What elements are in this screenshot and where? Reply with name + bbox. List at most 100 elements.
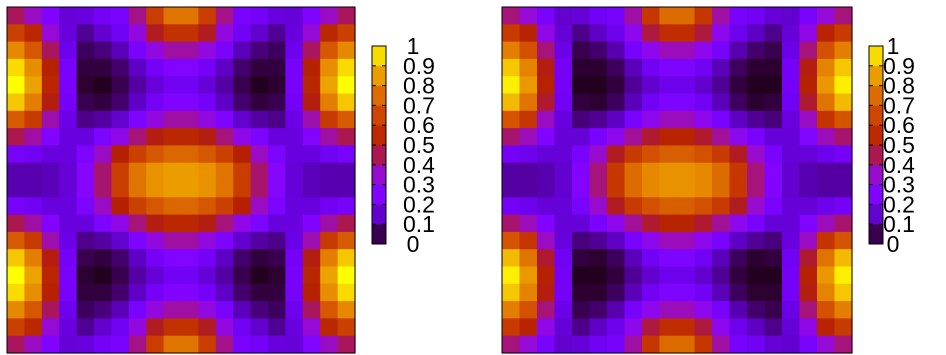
heatmap-cell [7, 214, 25, 233]
heatmap-cell [181, 197, 199, 216]
colorbar-swatch [869, 184, 883, 205]
heatmap-cell [607, 197, 626, 216]
colorbar: 00.10.20.30.40.50.60.70.80.91 [371, 33, 435, 257]
heatmap-cell [250, 145, 269, 164]
heatmap-cell [268, 162, 286, 181]
heatmap-cell [233, 41, 252, 60]
heatmap-cell [624, 249, 643, 268]
heatmap-cell [642, 318, 661, 337]
heatmap-cell [250, 214, 269, 233]
heatmap-cell [799, 128, 818, 146]
heatmap-cell [128, 231, 147, 250]
heatmap-cell [642, 7, 661, 25]
heatmap-cell [163, 24, 182, 43]
heatmap-cell [519, 335, 538, 354]
colorbar-swatch [372, 46, 386, 67]
heatmap-cell [642, 128, 661, 146]
heatmap-cell [268, 335, 286, 354]
heatmap-cell [163, 266, 182, 285]
heatmap-cell [782, 249, 801, 268]
heatmap-cell [782, 162, 801, 181]
heatmap-cell [146, 24, 165, 43]
heatmap-cell [782, 7, 801, 25]
heatmap-cell [41, 110, 60, 129]
heatmap-cell [519, 41, 538, 60]
heatmap-cell [76, 76, 95, 95]
heatmap-cell [502, 266, 521, 285]
heatmap-cell [642, 41, 661, 60]
heatmap-cell [642, 197, 661, 216]
heatmap-cell [712, 318, 731, 337]
heatmap-cell [782, 128, 801, 146]
heatmap-cell [694, 301, 713, 319]
colorbar-tick-label: 0.1 [883, 211, 915, 237]
heatmap-cell [268, 128, 286, 146]
heatmap-cell [747, 128, 766, 146]
heatmap-cell [624, 58, 643, 77]
heatmap-cell [537, 301, 556, 319]
heatmap-cell [624, 283, 643, 302]
heatmap-cell [268, 58, 286, 77]
heatmap-cell [233, 249, 252, 268]
heatmap-cell [589, 335, 608, 354]
heatmap-cell [624, 197, 643, 216]
heatmap-cell [59, 283, 78, 302]
heatmap-cell [7, 41, 25, 60]
heatmap-cell [94, 110, 112, 129]
heatmap-cell [111, 249, 130, 268]
heatmap-cell [302, 231, 321, 250]
heatmap-cell [111, 24, 130, 43]
heatmap-cell [799, 145, 818, 164]
heatmap-cell [694, 162, 713, 181]
heatmap-cell [694, 58, 713, 77]
heatmap-cell [712, 283, 731, 302]
heatmap-cell [729, 7, 748, 25]
heatmap-cell [642, 301, 661, 319]
heatmap-cell [41, 162, 60, 181]
heatmap-cell [817, 249, 836, 268]
heatmap-cell [554, 76, 573, 95]
heatmap-cell [799, 180, 818, 198]
heatmap-cell [59, 93, 78, 112]
heatmap-cell [250, 41, 269, 60]
heatmap-cell [320, 197, 339, 216]
heatmap-cell [111, 145, 130, 164]
heatmap-cell [834, 231, 853, 250]
heatmap-cell [233, 128, 252, 146]
heatmap-cell [747, 41, 766, 60]
heatmap-cell [589, 197, 608, 216]
heatmap-cell [215, 335, 234, 354]
heatmap-cell [502, 145, 521, 164]
heatmap-cell [111, 231, 130, 250]
heatmap-cell [146, 231, 165, 250]
heatmap-cell [642, 180, 661, 198]
heatmap-cell [677, 249, 696, 268]
heatmap-cell [572, 180, 591, 198]
heatmap-cell [285, 128, 304, 146]
heatmap-cell [146, 266, 165, 285]
heatmap-cell [41, 93, 60, 112]
heatmap-cell [111, 128, 130, 146]
heatmap-cell [41, 214, 60, 233]
heatmap-cell [694, 283, 713, 302]
heatmap-cell [146, 180, 165, 198]
heatmap-cell [128, 318, 147, 337]
heatmap-cell [250, 249, 269, 268]
heatmap-cell [677, 266, 696, 285]
colorbar-tick-label: 0.2 [883, 191, 915, 217]
heatmap-cell [782, 76, 801, 95]
heatmap-cell [250, 231, 269, 250]
heatmap-cell [677, 162, 696, 181]
heatmap-cell [302, 93, 321, 112]
heatmap-cell [233, 24, 252, 43]
heatmap-cell [659, 249, 678, 268]
heatmap-cell [764, 283, 783, 302]
heatmap-cell [834, 93, 853, 112]
heatmap-cell [642, 110, 661, 129]
heatmap-cell [198, 180, 217, 198]
colorbar: 00.10.20.30.40.50.60.70.80.91 [868, 33, 915, 257]
heatmap-cell [94, 318, 112, 337]
heatmap-cell [502, 110, 521, 129]
heatmap-cell [285, 93, 304, 112]
heatmap-cell [554, 249, 573, 268]
